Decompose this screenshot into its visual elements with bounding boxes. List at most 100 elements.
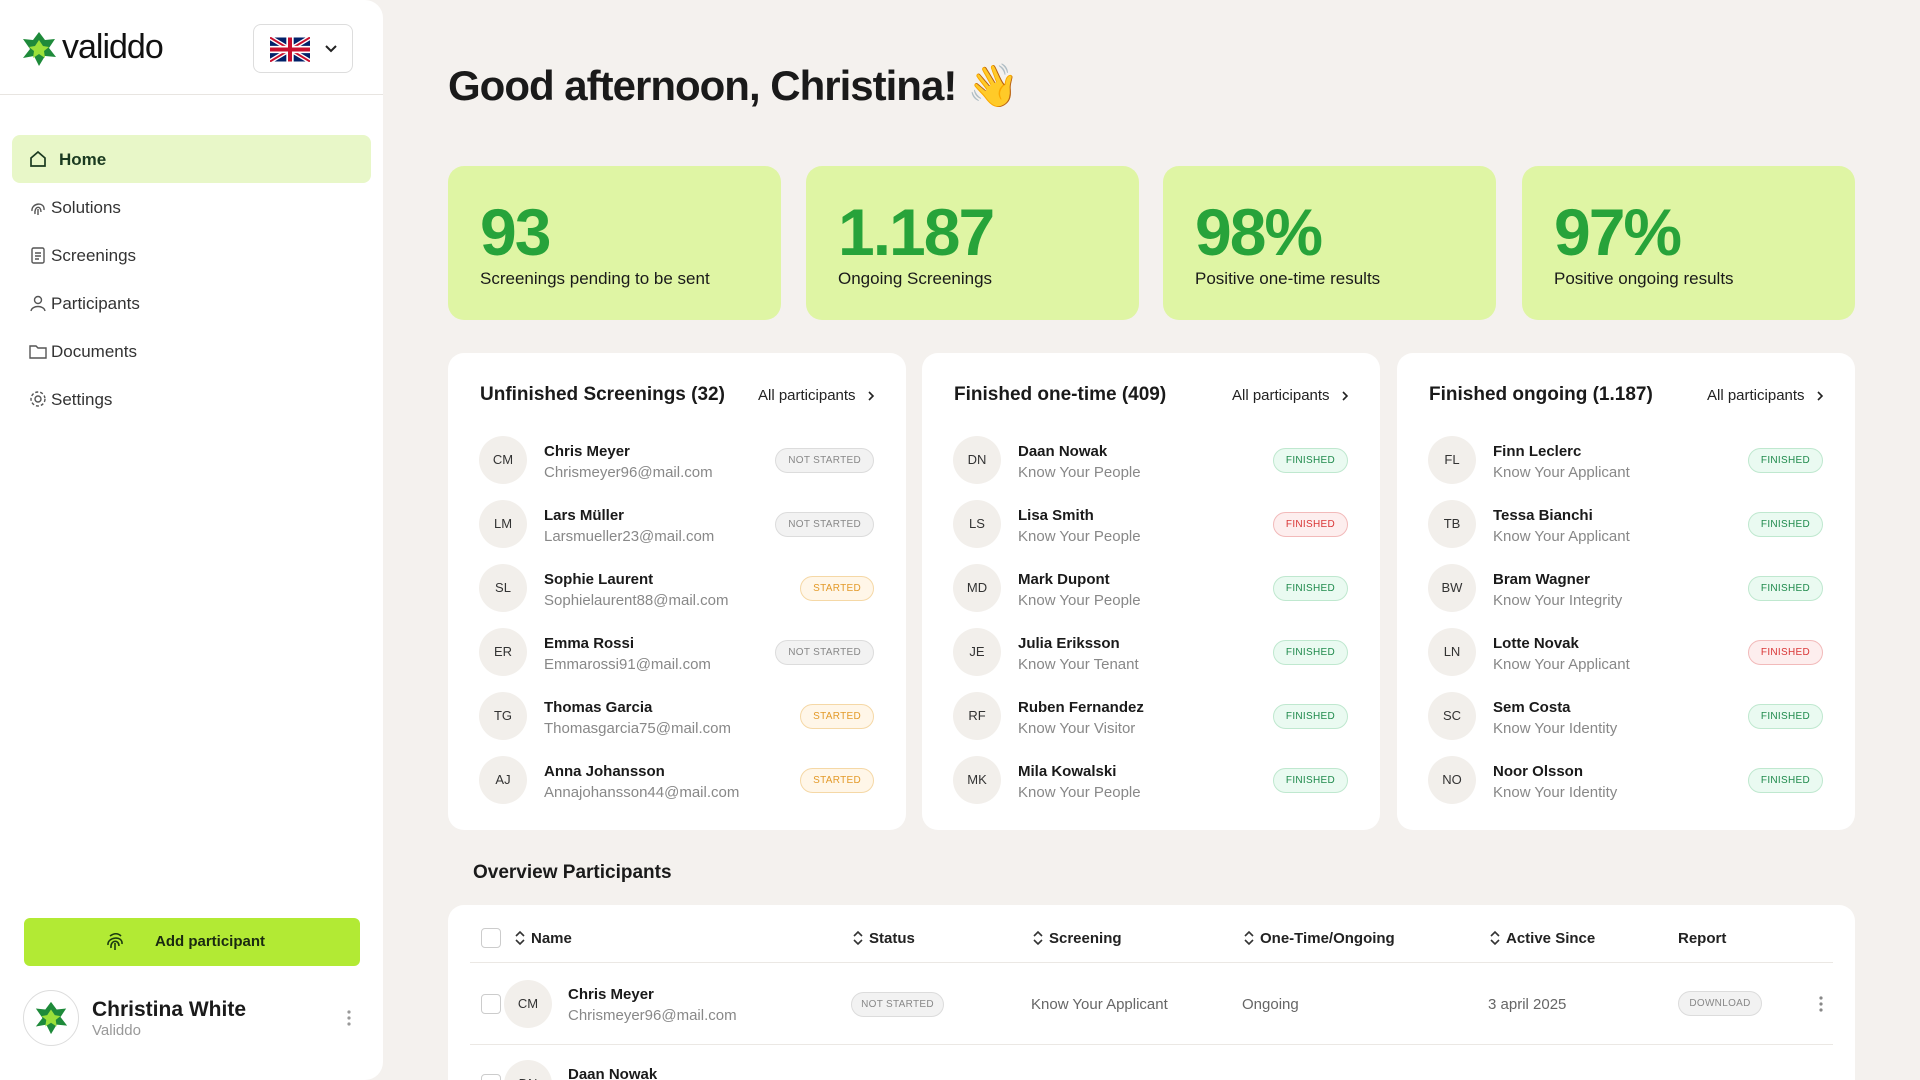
row-detail: Know Your Identity bbox=[1493, 720, 1618, 737]
status-badge: FINISHED bbox=[1272, 704, 1348, 729]
stat-value: 1.187 bbox=[838, 195, 995, 269]
cell-screening: Know Your Applicant bbox=[1031, 996, 1168, 1013]
row-detail: Emmarossi91@mail.com bbox=[544, 656, 711, 673]
cell-kind: Ongoing bbox=[1242, 996, 1299, 1013]
cell-active-since: 3 april 2025 bbox=[1488, 996, 1567, 1013]
row-checkbox[interactable] bbox=[481, 994, 501, 1014]
add-participant-label: Add participant bbox=[155, 933, 266, 950]
panel-title: Unfinished Screenings (32) bbox=[480, 384, 725, 405]
stat-label: Ongoing Screenings bbox=[838, 269, 993, 288]
row-detail: Know Your Identity bbox=[1493, 784, 1618, 801]
column-header: One-Time/Ongoing bbox=[1260, 930, 1395, 947]
column-header: Status bbox=[869, 930, 915, 947]
brand-name: validdo bbox=[62, 28, 164, 66]
nav-item[interactable]: Settings bbox=[12, 375, 371, 423]
row-name: Mila Kowalski bbox=[1018, 763, 1117, 780]
avatar: SC bbox=[1428, 692, 1476, 740]
nav-icon bbox=[28, 389, 48, 414]
status-badge: FINISHED bbox=[1272, 640, 1348, 665]
panel-link[interactable]: All participants bbox=[758, 385, 878, 407]
avatar: SL bbox=[479, 564, 527, 612]
sort-icon bbox=[1242, 930, 1256, 951]
panel-title: Finished ongoing (1.187) bbox=[1429, 384, 1653, 405]
nav-item[interactable]: Documents bbox=[12, 327, 371, 375]
status-badge: NOT STARTED bbox=[775, 512, 874, 537]
avatar: LN bbox=[1428, 628, 1476, 676]
panel-link-label: All participants bbox=[1707, 387, 1805, 404]
divider bbox=[470, 1044, 1833, 1045]
nav-label: Settings bbox=[51, 390, 113, 409]
avatar: AJ bbox=[479, 756, 527, 804]
row-detail: Annajohansson44@mail.com bbox=[544, 784, 740, 801]
panel-link[interactable]: All participants bbox=[1232, 385, 1352, 407]
user-name: Christina White bbox=[92, 998, 247, 1021]
row-name: Noor Olsson bbox=[1493, 763, 1584, 780]
avatar: ER bbox=[479, 628, 527, 676]
status-badge: STARTED bbox=[800, 576, 874, 601]
sort-icon bbox=[1031, 930, 1045, 951]
status-badge[interactable]: DOWNLOAD bbox=[1678, 991, 1762, 1016]
nav-item[interactable]: Solutions bbox=[12, 183, 371, 231]
avatar: TB bbox=[1428, 500, 1476, 548]
avatar: DN bbox=[504, 1060, 552, 1080]
status-badge: FINISHED bbox=[1272, 576, 1348, 601]
row-checkbox[interactable] bbox=[481, 1074, 501, 1080]
status-badge: FINISHED bbox=[1272, 448, 1348, 473]
row-detail: Know Your Integrity bbox=[1493, 592, 1623, 609]
avatar: DN bbox=[953, 436, 1001, 484]
row-name: Mark Dupont bbox=[1018, 571, 1110, 588]
status-badge: STARTED bbox=[800, 704, 874, 729]
nav-icon bbox=[28, 149, 48, 174]
chevron-right bbox=[866, 389, 876, 408]
stat-card: 93 Screenings pending to be sent bbox=[448, 166, 781, 320]
avatar: JE bbox=[953, 628, 1001, 676]
stat-card: 98% Positive one-time results bbox=[1163, 166, 1496, 320]
sort-icon bbox=[1488, 930, 1502, 951]
column-header: Active Since bbox=[1506, 930, 1596, 947]
stat-value: 93 bbox=[480, 195, 551, 269]
status-badge: STARTED bbox=[800, 768, 874, 793]
row-name: Thomas Garcia bbox=[544, 699, 653, 716]
brand-logo bbox=[23, 32, 56, 66]
row-email: Chrismeyer96@mail.com bbox=[568, 1007, 737, 1024]
nav-item[interactable]: Participants bbox=[12, 279, 371, 327]
flag-uk bbox=[270, 37, 310, 62]
greeting: Good afternoon, Christina! 👋 bbox=[448, 62, 1019, 109]
panel-link-label: All participants bbox=[1232, 387, 1330, 404]
row-name: Julia Eriksson bbox=[1018, 635, 1120, 652]
row-detail: Know Your People bbox=[1018, 784, 1141, 801]
fingerprint-icon bbox=[107, 932, 123, 950]
nav-icon bbox=[28, 293, 48, 318]
row-name: Lars Müller bbox=[544, 507, 625, 524]
row-name: Finn Leclerc bbox=[1493, 443, 1582, 460]
status-badge: FINISHED bbox=[1747, 768, 1823, 793]
list-panel: Finished ongoing (1.187) All participants… bbox=[1397, 353, 1855, 830]
row-detail: Know Your Visitor bbox=[1018, 720, 1136, 737]
avatar: FL bbox=[1428, 436, 1476, 484]
row-detail: Know Your People bbox=[1018, 528, 1141, 545]
user-menu[interactable] bbox=[343, 1008, 355, 1028]
status-badge: NOT STARTED bbox=[775, 640, 874, 665]
row-detail: Sophielaurent88@mail.com bbox=[544, 592, 729, 609]
row-checkbox[interactable] bbox=[481, 928, 501, 948]
avatar: MD bbox=[953, 564, 1001, 612]
sort-icon bbox=[851, 930, 865, 951]
language-selector[interactable] bbox=[253, 24, 353, 73]
nav-item[interactable]: Screenings bbox=[12, 231, 371, 279]
stat-card: 1.187 Ongoing Screenings bbox=[806, 166, 1139, 320]
column-header: Report bbox=[1678, 930, 1727, 947]
nav-icon bbox=[28, 341, 48, 366]
sidebar: validdo Add participant Christina White … bbox=[0, 0, 383, 1080]
status-badge: NOT STARTED bbox=[775, 448, 874, 473]
add-participant-button[interactable]: Add participant bbox=[24, 918, 360, 966]
stat-card: 97% Positive ongoing results bbox=[1522, 166, 1855, 320]
nav-item[interactable]: Home bbox=[12, 135, 371, 183]
list-panel: Unfinished Screenings (32) All participan… bbox=[448, 353, 906, 830]
row-detail: Know Your Applicant bbox=[1493, 656, 1630, 673]
status-badge: NOT STARTED bbox=[851, 992, 944, 1017]
row-name: Chris Meyer bbox=[544, 443, 630, 460]
nav-icon bbox=[28, 245, 48, 270]
panel-link[interactable]: All participants bbox=[1707, 385, 1827, 407]
row-name: Chris Meyer bbox=[568, 986, 654, 1003]
column-header: Name bbox=[531, 930, 572, 947]
